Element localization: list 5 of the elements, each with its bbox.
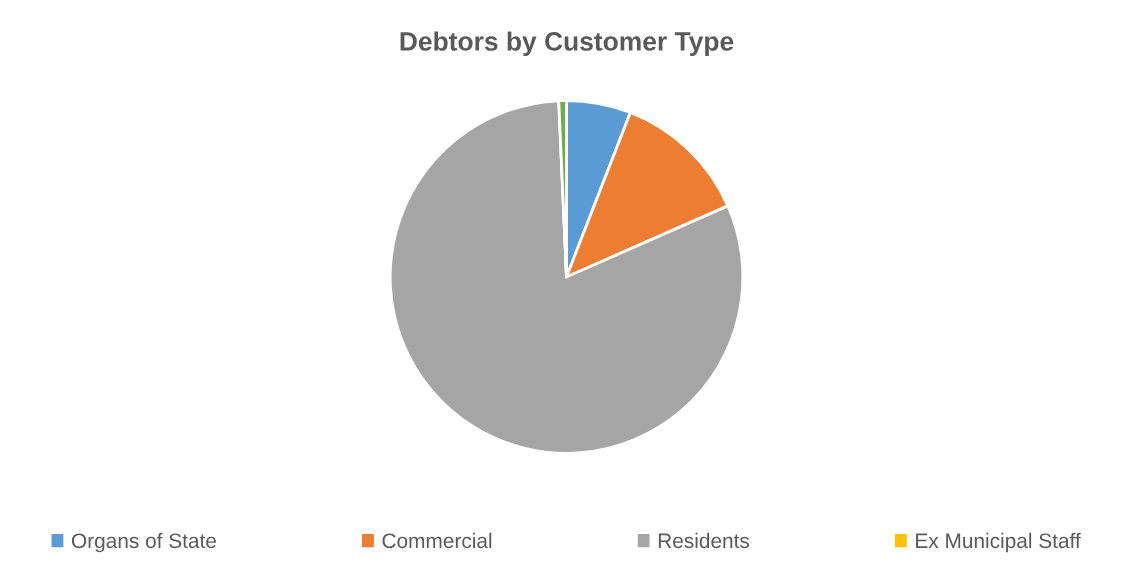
legend-label: Ex Municipal Staff xyxy=(916,532,1081,553)
legend-label: Commercial xyxy=(382,532,492,549)
legend-label: Residents xyxy=(658,532,750,549)
chart-title: Debtors by Customer Type xyxy=(400,31,734,56)
legend-label: Organs of State xyxy=(71,532,216,553)
